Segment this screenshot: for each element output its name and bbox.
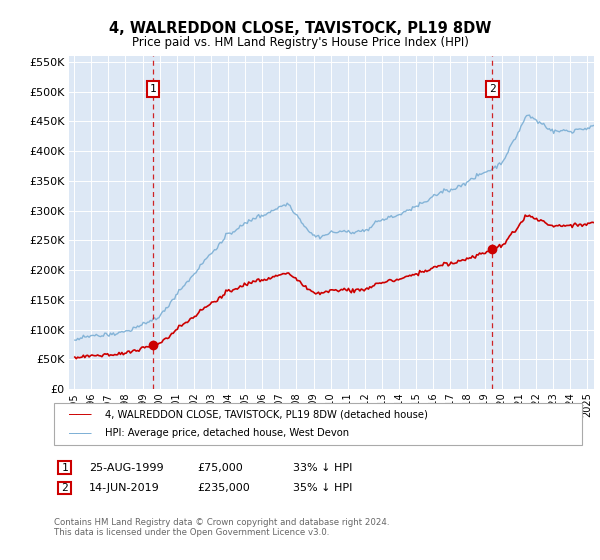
Text: Contains HM Land Registry data © Crown copyright and database right 2024.
This d: Contains HM Land Registry data © Crown c…	[54, 518, 389, 538]
Text: £75,000: £75,000	[197, 463, 242, 473]
Text: ———: ———	[69, 427, 91, 440]
Text: £235,000: £235,000	[197, 483, 250, 493]
Text: 25-AUG-1999: 25-AUG-1999	[89, 463, 163, 473]
Text: 2: 2	[61, 483, 68, 493]
Text: HPI: Average price, detached house, West Devon: HPI: Average price, detached house, West…	[105, 428, 349, 438]
Text: 14-JUN-2019: 14-JUN-2019	[89, 483, 160, 493]
Text: ———: ———	[69, 408, 91, 422]
Text: 1: 1	[150, 84, 157, 94]
Text: Price paid vs. HM Land Registry's House Price Index (HPI): Price paid vs. HM Land Registry's House …	[131, 36, 469, 49]
Text: 35% ↓ HPI: 35% ↓ HPI	[293, 483, 352, 493]
Text: 4, WALREDDON CLOSE, TAVISTOCK, PL19 8DW: 4, WALREDDON CLOSE, TAVISTOCK, PL19 8DW	[109, 21, 491, 36]
Text: 2: 2	[489, 84, 496, 94]
Text: 4, WALREDDON CLOSE, TAVISTOCK, PL19 8DW (detached house): 4, WALREDDON CLOSE, TAVISTOCK, PL19 8DW …	[105, 410, 428, 420]
Text: 1: 1	[61, 463, 68, 473]
Text: 33% ↓ HPI: 33% ↓ HPI	[293, 463, 352, 473]
